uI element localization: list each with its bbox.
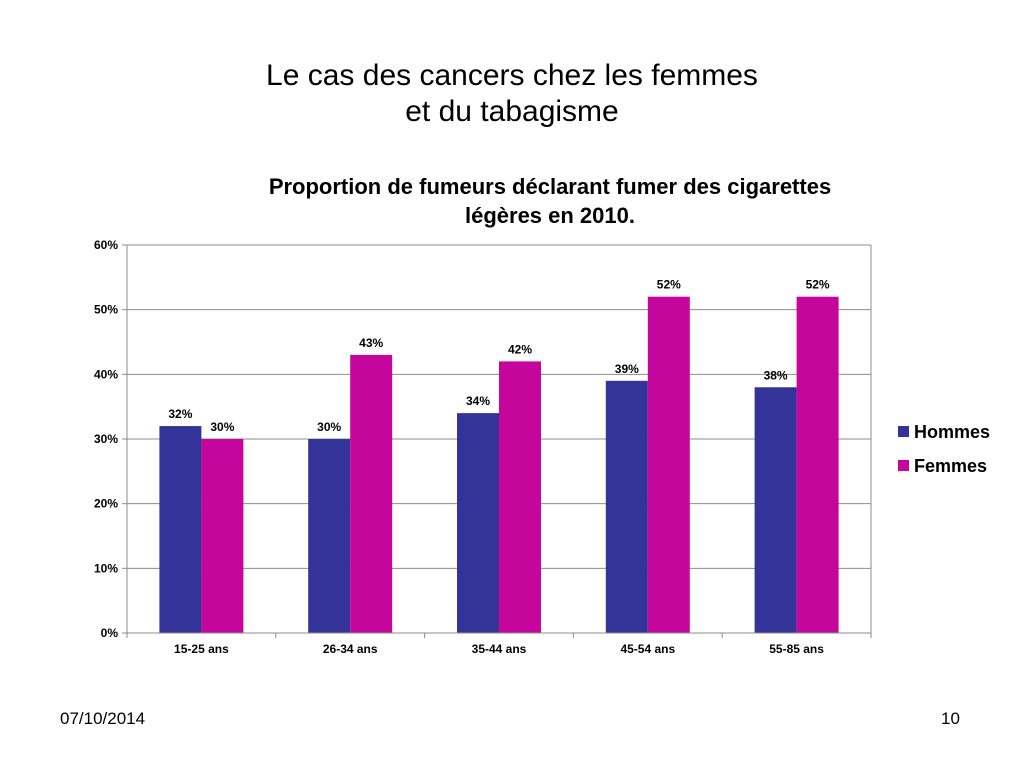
bar-hommes	[754, 387, 797, 633]
y-tick-label: 60%	[94, 238, 118, 252]
bar-femmes	[201, 439, 244, 633]
legend-swatch-femmes	[898, 460, 909, 471]
data-label: 39%	[615, 362, 639, 376]
bar-hommes	[457, 413, 499, 633]
x-tick-label: 26-34 ans	[323, 642, 378, 656]
bar-femmes	[350, 354, 393, 633]
y-tick-label: 40%	[94, 367, 118, 381]
chart-title-line-1: Proportion de fumeurs déclarant fumer de…	[268, 174, 832, 199]
data-label: 32%	[168, 407, 192, 421]
data-label: 43%	[359, 336, 383, 350]
bar-hommes	[159, 426, 202, 633]
y-tick-label: 30%	[94, 432, 118, 446]
legend-swatch-hommes	[898, 426, 909, 437]
bar-hommes	[605, 380, 648, 633]
x-tick-label: 35-44 ans	[472, 642, 527, 656]
x-tick-label: 45-54 ans	[620, 642, 675, 656]
bar-femmes	[499, 361, 541, 633]
x-tick-label: 55-85 ans	[769, 642, 824, 656]
footer-date: 07/10/2014	[60, 709, 146, 728]
page-number: 10	[941, 709, 960, 728]
bar-femmes	[647, 296, 690, 633]
y-tick-label: 0%	[101, 626, 119, 640]
legend-label-femmes: Femmes	[914, 456, 987, 476]
y-tick-label: 50%	[94, 303, 118, 317]
data-label: 34%	[466, 394, 490, 408]
bar-hommes	[308, 439, 351, 633]
x-tick-label: 15-25 ans	[174, 642, 229, 656]
data-label: 52%	[806, 278, 830, 292]
data-label: 42%	[508, 342, 532, 356]
y-tick-label: 10%	[94, 561, 118, 575]
slide-title-line-2: et du tabagisme	[405, 95, 619, 128]
slide-title: Le cas des cancers chez les femmes et du…	[0, 58, 1024, 130]
data-label: 30%	[210, 420, 234, 434]
data-label: 52%	[657, 278, 681, 292]
bar-femmes	[796, 296, 839, 633]
chart-title-line-2: légères en 2010.	[464, 203, 635, 228]
y-tick-label: 20%	[94, 497, 118, 511]
slide-title-line-1: Le cas des cancers chez les femmes	[266, 59, 758, 92]
chart-title: Proportion de fumeurs déclarant fumer de…	[200, 172, 900, 230]
data-label: 30%	[317, 420, 341, 434]
legend-label-hommes: Hommes	[914, 422, 990, 442]
data-label: 38%	[764, 368, 788, 382]
